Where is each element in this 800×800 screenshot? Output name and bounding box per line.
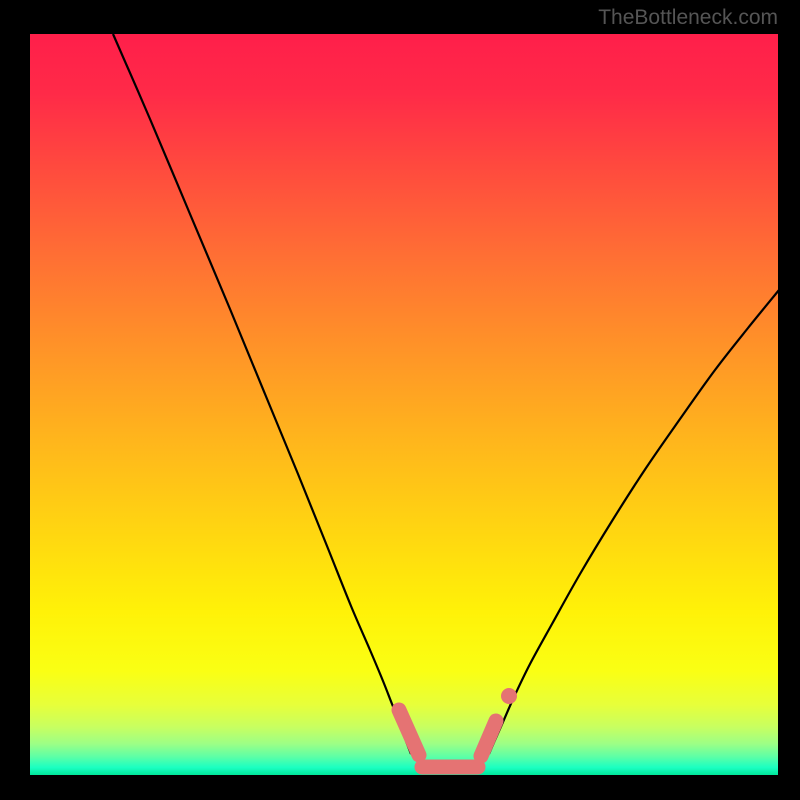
chart-frame: TheBottleneck.com <box>0 0 800 800</box>
watermark-text: TheBottleneck.com <box>598 6 778 30</box>
trough-right-tick <box>481 721 496 756</box>
right-curve <box>489 290 779 754</box>
plot-area <box>30 34 778 775</box>
trough-marker <box>399 688 517 767</box>
trough-dot <box>501 688 517 704</box>
left-curve <box>113 34 411 754</box>
trough-left-tick <box>399 710 419 755</box>
curve-layer <box>30 34 778 775</box>
